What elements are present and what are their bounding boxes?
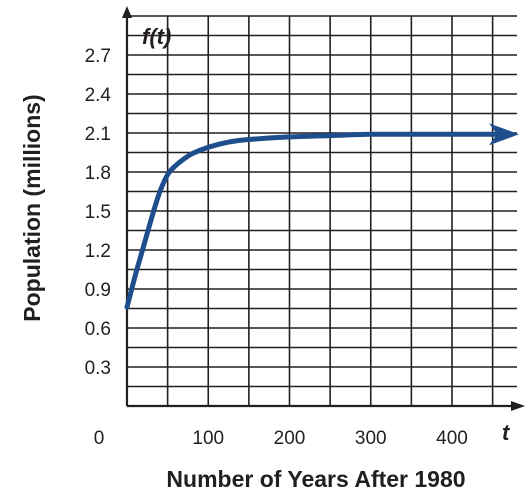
- x-tick-label: 200: [274, 428, 306, 449]
- y-tick-label: 0.6: [85, 319, 111, 340]
- y-tick-label: 2.7: [85, 46, 111, 67]
- y-tick-label: 1.8: [85, 163, 111, 184]
- tick-labels: 0.3 0.6 0.9 1.2 1.5 1.8 2.1 2.4 2.7 0 100 200 300 400: [85, 46, 468, 449]
- y-tick-label: 0.9: [85, 280, 111, 301]
- y-axis-title: Population (millions): [19, 94, 45, 321]
- y-tick-label: 1.2: [85, 241, 111, 262]
- x-axis-arrow: [511, 401, 525, 411]
- y-tick-label: 2.4: [85, 85, 112, 106]
- x-tick-label: 0: [94, 428, 105, 449]
- x-axis-title: Number of Years After 1980: [166, 466, 465, 492]
- x-tick-label: 400: [436, 428, 468, 449]
- x-variable-label: t: [502, 420, 511, 445]
- y-tick-label: 2.1: [85, 124, 111, 145]
- grid: [127, 15, 517, 406]
- axes: [122, 6, 525, 411]
- x-tick-label: 300: [355, 428, 387, 449]
- x-tick-label: 100: [192, 428, 224, 449]
- y-tick-label: 1.5: [85, 202, 111, 223]
- population-curve: [124, 131, 504, 310]
- y-variable-label: f(t): [142, 24, 171, 49]
- curve-arrowhead: [489, 123, 519, 146]
- y-axis-arrow: [122, 6, 132, 18]
- y-tick-label: 0.3: [85, 358, 111, 379]
